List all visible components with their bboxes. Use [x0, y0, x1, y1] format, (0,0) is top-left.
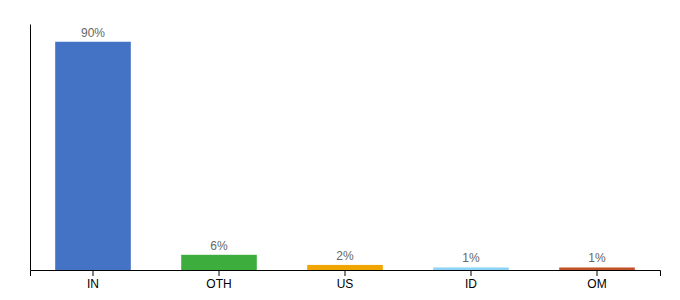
- chart: IN OTH US ID OM 90% 6% 2% 1% 1%: [0, 0, 680, 300]
- plot: IN OTH US ID OM 90% 6% 2% 1% 1%: [31, 25, 661, 291]
- data-label: 2%: [336, 249, 354, 263]
- x-tick-label: US: [337, 277, 354, 291]
- bar: [55, 42, 131, 270]
- y-axis-line: [30, 25, 31, 271]
- x-tick: IN: [87, 270, 99, 291]
- bar: [181, 255, 257, 270]
- x-tick-label: OM: [587, 277, 606, 291]
- x-tick-label: OTH: [206, 277, 231, 291]
- x-tick: US: [337, 270, 354, 291]
- y-axis: [30, 25, 31, 271]
- data-labels: 90% 6% 2% 1% 1%: [81, 26, 606, 266]
- x-tick-mark: [219, 270, 220, 276]
- x-tick: OTH: [206, 270, 231, 291]
- bar: [433, 267, 509, 270]
- x-tick: OM: [587, 270, 606, 291]
- bar: [307, 265, 383, 270]
- x-tick-mark: [345, 270, 346, 276]
- x-tick-label: IN: [87, 277, 99, 291]
- bar: [559, 267, 635, 270]
- bars: [55, 42, 635, 270]
- x-tick: ID: [465, 270, 477, 291]
- x-tick-mark: [93, 270, 94, 276]
- data-label: 1%: [462, 251, 480, 265]
- x-tick-mark: [597, 270, 598, 276]
- data-label: 6%: [210, 239, 228, 253]
- x-axis-line: [31, 271, 661, 277]
- data-label: 90%: [81, 26, 105, 40]
- data-label: 1%: [588, 251, 606, 265]
- x-tick-label: ID: [465, 277, 477, 291]
- x-tick-mark: [471, 270, 472, 276]
- x-axis: IN OTH US ID OM: [31, 270, 661, 291]
